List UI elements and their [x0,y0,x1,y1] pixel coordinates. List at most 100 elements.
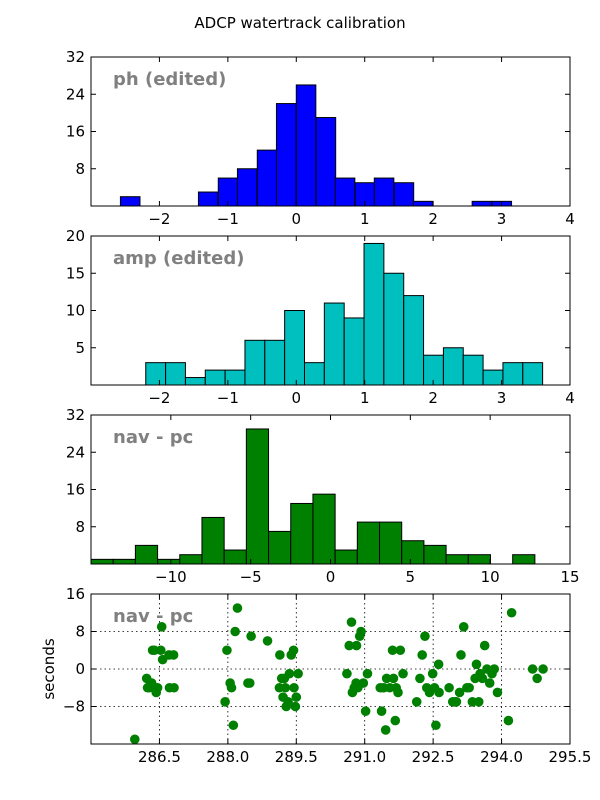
scatter-point [157,654,168,665]
scatter-point [275,650,285,660]
histogram-bar [165,362,186,386]
histogram-bar [312,493,336,565]
scatter-point [434,687,444,698]
scatter-point [479,640,490,651]
histogram-bar [471,200,493,207]
panel-1: −2 −1 0 1 2 3 4 8 16 24 32 ph (edited) [66,48,575,228]
histogram-bar [315,117,337,207]
histogram-bar [204,369,226,386]
x-tick-label: 0 [292,389,302,407]
x-tick-label: 2 [428,210,438,228]
histogram-bar [264,339,286,386]
scatter-point [228,720,239,731]
scatter-point [222,645,232,656]
scatter-point [532,673,542,684]
scatter-point [411,697,422,707]
x-tick-label: 289.5 [275,748,318,766]
scatter-point [395,645,406,656]
histogram-bar [197,191,219,207]
x-tick-label: 286.5 [138,748,181,766]
x-tick-label: 3 [497,389,507,407]
y-tick-label: 16 [66,481,85,499]
x-tick-label: 4 [565,210,575,228]
histogram-bar [393,182,415,207]
histogram-bar [512,554,536,565]
panel-3: −10 −5 0 5 10 15 8 16 24 32 nav - pc [66,406,580,586]
scatter-point [458,622,469,632]
y-tick-label: 8 [75,518,85,536]
histogram-bar [275,103,297,207]
y-tick-label: −8 [63,698,85,716]
x-tick-label: 295.5 [549,748,592,766]
x-tick-label: −1 [217,389,239,407]
scatter-point [155,645,166,656]
scatter-point [388,673,399,684]
scatter-point [288,645,299,656]
y-tick-label: 8 [75,623,85,641]
y-tick-label: 5 [75,339,85,357]
panel-4: 286.5 288.0 289.5 291.0 292.5 294.0 295.5 −8 0 8 1… [40,585,591,766]
histogram-bar [256,149,278,207]
y-tick-label: 16 [66,585,85,603]
scatter-point [456,650,466,660]
y-tick-label: 24 [66,85,85,103]
scatter-point [538,664,548,674]
scatter-point [226,682,237,693]
scatter-point [390,715,401,726]
histogram-bar [179,554,203,565]
scatter-point [289,682,299,693]
y-tick-label: 0 [75,660,85,678]
histogram-bar [112,558,136,565]
y-tick-label: 10 [66,302,85,320]
scatter-point [246,631,256,641]
scatter-point [358,678,369,688]
histogram-bar [423,544,447,565]
scatter-point [444,682,454,693]
x-tick-label: 288.0 [206,748,249,766]
scatter-point [506,607,517,618]
scatter-point [427,668,438,679]
scatter-point [527,664,538,674]
histogram-bar [323,302,345,386]
y-tick-label: 32 [66,406,85,424]
histogram-bar [467,554,491,565]
scatter-point [376,706,387,716]
y-tick-label: 16 [66,123,85,141]
scatter-point [290,701,301,712]
histogram-bar [244,339,266,386]
x-tick-label: 15 [560,568,579,586]
histogram-bar [482,369,504,386]
x-tick-label: −2 [148,389,170,407]
histogram-bar [343,317,365,386]
scatter-point [293,668,303,679]
scatter-point [398,668,408,679]
histogram-bar [119,196,141,207]
scatter-point [417,650,427,660]
histogram-bar [373,177,395,207]
scatter-point [220,697,230,707]
panel-label: nav - pc [113,427,193,448]
x-tick-label: 294.0 [480,748,523,766]
scatter-point [415,673,425,684]
x-tick-label: 3 [497,210,507,228]
scatter-point [420,631,430,641]
y-tick-label: 24 [66,443,85,461]
y-tick-label: 15 [66,264,85,282]
histogram-bar [236,168,258,207]
scatter-point [169,682,179,693]
histogram-bar [284,310,305,386]
histogram-bar [356,521,381,565]
scatter-point [356,626,366,637]
x-tick-label: 2 [428,389,438,407]
histogram-bar [201,516,225,565]
x-tick-label: 0 [326,568,336,586]
scatter-point [280,682,291,693]
panel-label: ph (edited) [113,69,226,90]
scatter-point [464,682,474,693]
panel-label: nav - pc [113,606,193,627]
x-tick-label: −5 [240,568,262,586]
panel-label: amp (edited) [113,248,244,269]
scatter-point [477,673,488,684]
